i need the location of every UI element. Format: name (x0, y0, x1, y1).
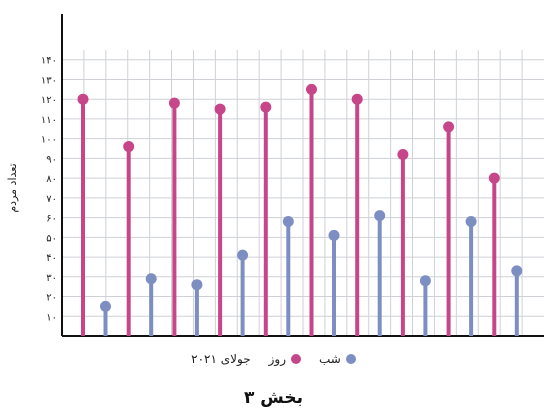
day-point-9 (488, 172, 500, 184)
y-tick-label-12: ۱۳۰ (41, 75, 57, 86)
y-tick-label-2: ۳۰ (46, 273, 57, 284)
night-point-6 (374, 210, 386, 222)
y-tick-label-4: ۵۰ (46, 233, 57, 244)
night-point-3 (237, 249, 249, 261)
legend-month-label: جولای ۲۰۲۱ (191, 352, 251, 366)
legend-day-label: روز (268, 352, 286, 366)
day-point-1 (123, 141, 135, 153)
legend-month: جولای ۲۰۲۱ (191, 352, 250, 366)
legend-night-swatch (345, 354, 356, 364)
day-point-8 (443, 121, 455, 133)
legend-day: روز (269, 352, 301, 366)
lollipop-chart: ۱۰ ۲۰ ۳۰ ۴۰ ۵۰ ۶۰ ۷۰ ۸۰ ۹۰ ۱۰۰ ۱۱۰ ۱۲۰ ۱۳۰ ۱۴۰ تعداد م… (6, 14, 544, 337)
y-tick-label-1: ۲۰ (46, 293, 57, 304)
night-point-4 (282, 216, 294, 228)
y-tick-label-13: ۱۴۰ (41, 56, 57, 67)
y-tick-label-7: ۸۰ (46, 174, 57, 185)
legend: شب روز جولای ۲۰۲۱ (0, 352, 547, 366)
legend-day-swatch (291, 354, 301, 364)
y-tick-label-10: ۱۱۰ (41, 115, 57, 126)
night-point-7 (419, 275, 431, 287)
night-point-8 (465, 216, 477, 228)
y-tick-label-8: ۹۰ (46, 154, 57, 165)
y-tick-label-9: ۱۰۰ (41, 135, 57, 146)
day-point-2 (168, 97, 180, 109)
y-tick-label-6: ۷۰ (46, 194, 57, 205)
legend-night: شب (319, 352, 356, 366)
day-point-7 (397, 148, 409, 160)
day-point-5 (306, 83, 317, 95)
y-tick-label-5: ۶۰ (46, 214, 57, 225)
legend-night-label: شب (319, 352, 341, 366)
night-point-9 (511, 265, 523, 277)
day-point-4 (260, 101, 272, 113)
night-point-5 (328, 229, 340, 241)
y-tick-label-3: ۴۰ (46, 253, 57, 264)
y-tick-label-0: ۱۰ (46, 312, 57, 323)
night-point-0 (100, 300, 111, 312)
day-point-3 (214, 103, 226, 115)
night-point-2 (191, 279, 203, 291)
y-tick-label-11: ۱۲۰ (41, 95, 57, 106)
night-point-1 (145, 273, 157, 285)
day-point-0 (77, 93, 89, 105)
day-point-6 (351, 93, 363, 105)
y-axis-title: تعداد مردم (6, 163, 19, 212)
section-caption: بخش ۳ (244, 388, 303, 408)
